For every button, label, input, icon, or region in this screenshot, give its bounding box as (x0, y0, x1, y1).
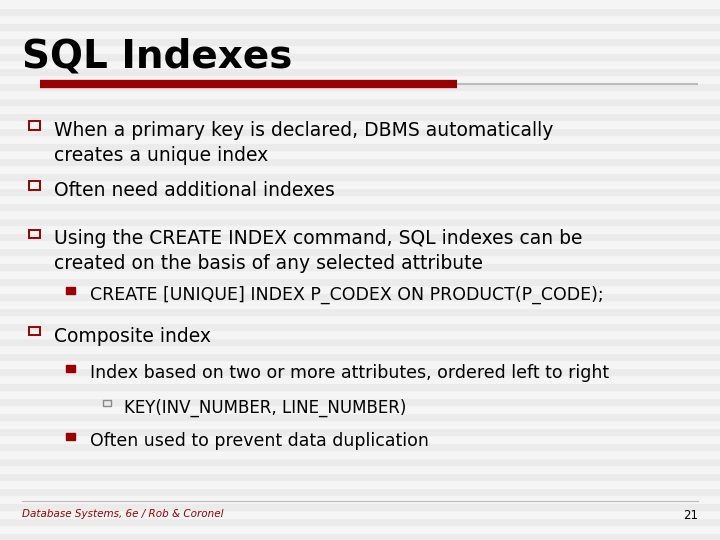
Bar (0, 488, 720, 495)
Bar (0, 285, 720, 293)
Bar (0, 472, 720, 480)
Bar (0, 270, 720, 278)
Bar (0, 345, 720, 353)
Text: SQL Indexes: SQL Indexes (22, 38, 292, 76)
Bar (0, 15, 720, 23)
Bar (0, 435, 720, 442)
Bar (0, 457, 720, 465)
Bar (0, 158, 720, 165)
Bar (0, 330, 720, 338)
Text: Often need additional indexes: Often need additional indexes (54, 181, 335, 200)
Bar (0, 397, 720, 405)
Bar (0, 532, 720, 540)
Bar (0, 480, 720, 488)
Bar (0, 338, 720, 345)
Bar (0, 278, 720, 285)
Bar (0, 368, 720, 375)
Bar (0, 90, 720, 98)
Bar (0, 262, 720, 270)
Bar (0, 360, 720, 368)
Bar (0, 210, 720, 218)
Bar (0, 240, 720, 247)
Bar (0, 8, 720, 15)
Bar (0, 390, 720, 397)
Bar (66, 433, 75, 440)
Bar (0, 127, 720, 135)
Bar (0, 300, 720, 307)
Bar (0, 180, 720, 187)
Bar (0, 68, 720, 75)
Bar (0, 60, 720, 68)
Bar (0, 428, 720, 435)
Bar (0, 30, 720, 37)
Bar (0, 135, 720, 143)
Bar (0, 247, 720, 255)
Bar (0, 52, 720, 60)
Bar (0, 218, 720, 225)
Bar (29, 230, 40, 238)
Bar (0, 375, 720, 382)
Bar (66, 365, 75, 373)
Bar (102, 400, 111, 406)
Bar (0, 517, 720, 525)
Bar (0, 225, 720, 233)
Bar (0, 255, 720, 262)
Bar (0, 202, 720, 210)
Bar (0, 0, 720, 8)
Text: Often used to prevent data duplication: Often used to prevent data duplication (90, 432, 429, 450)
Bar (0, 75, 720, 83)
Bar (0, 23, 720, 30)
Bar (0, 322, 720, 330)
Text: KEY(INV_NUMBER, LINE_NUMBER): KEY(INV_NUMBER, LINE_NUMBER) (124, 399, 406, 417)
Bar (0, 98, 720, 105)
Bar (0, 382, 720, 390)
Bar (0, 45, 720, 52)
Bar (0, 353, 720, 360)
Bar (0, 315, 720, 322)
Bar (0, 105, 720, 112)
Bar (0, 405, 720, 413)
Bar (0, 420, 720, 428)
Bar (0, 510, 720, 517)
Bar (0, 187, 720, 195)
Text: When a primary key is declared, DBMS automatically
creates a unique index: When a primary key is declared, DBMS aut… (54, 122, 554, 165)
Bar (0, 83, 720, 90)
Bar (0, 442, 720, 450)
Text: Database Systems, 6e / Rob & Coronel: Database Systems, 6e / Rob & Coronel (22, 509, 223, 519)
Bar (0, 450, 720, 457)
Bar (0, 233, 720, 240)
Text: Using the CREATE INDEX command, SQL indexes can be
created on the basis of any s: Using the CREATE INDEX command, SQL inde… (54, 230, 582, 273)
Bar (0, 172, 720, 180)
Text: CREATE [UNIQUE] INDEX P_CODEX ON PRODUCT(P_CODE);: CREATE [UNIQUE] INDEX P_CODEX ON PRODUCT… (90, 286, 603, 305)
Bar (0, 37, 720, 45)
Bar (0, 293, 720, 300)
Bar (29, 122, 40, 130)
Bar (0, 525, 720, 532)
Bar (0, 120, 720, 127)
Bar (0, 503, 720, 510)
Bar (29, 181, 40, 190)
Bar (0, 465, 720, 472)
Bar (0, 307, 720, 315)
Bar (0, 495, 720, 503)
Text: Composite index: Composite index (54, 327, 211, 346)
Bar (0, 112, 720, 120)
Bar (66, 287, 75, 294)
Bar (29, 327, 40, 335)
Text: 21: 21 (683, 509, 698, 522)
Bar (0, 195, 720, 202)
Bar (0, 413, 720, 420)
Bar (0, 150, 720, 158)
Bar (0, 143, 720, 150)
Bar (0, 165, 720, 172)
Text: Index based on two or more attributes, ordered left to right: Index based on two or more attributes, o… (90, 364, 609, 382)
